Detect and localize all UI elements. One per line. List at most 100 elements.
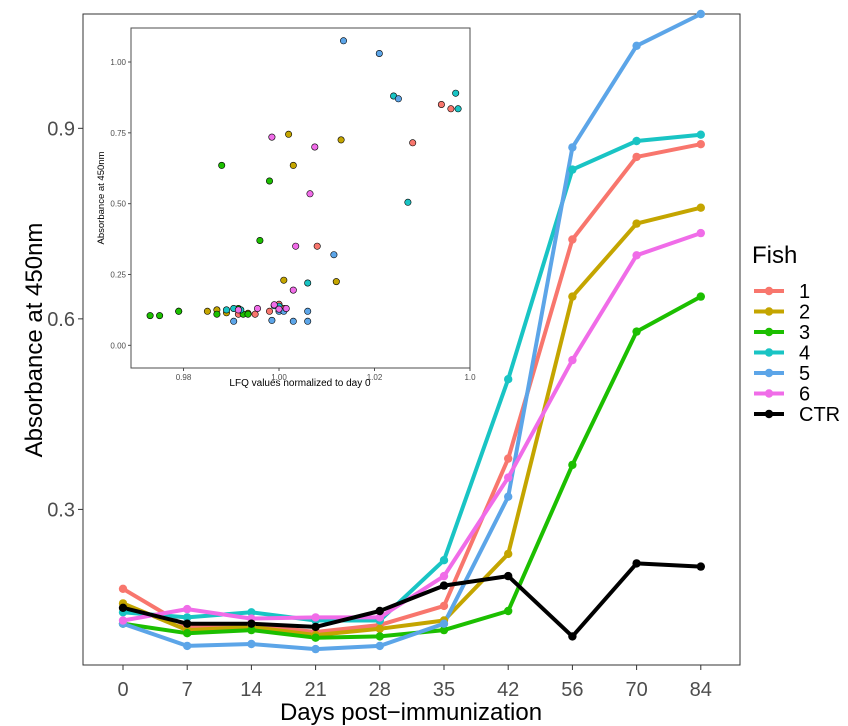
inset-point-4 bbox=[404, 198, 412, 206]
series-point-3 bbox=[247, 625, 256, 635]
series-point-5 bbox=[504, 492, 513, 501]
inset-point-2 bbox=[285, 130, 293, 138]
legend-key-point bbox=[764, 286, 774, 296]
series-point-4 bbox=[247, 608, 256, 617]
inset-point-1 bbox=[437, 101, 445, 109]
main-series-lines bbox=[121, 12, 703, 652]
series-point-ctr bbox=[311, 622, 320, 632]
main-x-tick-label: 42 bbox=[497, 679, 519, 701]
inset-point-5 bbox=[339, 37, 347, 45]
inset-point-5 bbox=[289, 317, 297, 325]
inset-y-axis-title: Absorbance at 450nm bbox=[96, 151, 107, 244]
series-point-5 bbox=[568, 143, 577, 152]
series-point-6 bbox=[118, 616, 128, 625]
series-line-1 bbox=[121, 142, 703, 634]
legend-key-point bbox=[764, 389, 774, 398]
legend-key-point bbox=[764, 327, 774, 337]
inset-point-6 bbox=[311, 143, 319, 151]
inset-point-5 bbox=[230, 317, 238, 325]
inset-point-6 bbox=[306, 190, 314, 198]
inset-point-3 bbox=[146, 312, 154, 320]
inset-y-tick-label: 0.25 bbox=[110, 271, 126, 280]
series-point-ctr bbox=[632, 559, 641, 568]
series-point-5 bbox=[311, 644, 320, 654]
series-point-3 bbox=[696, 292, 705, 301]
main-x-tick-label: 0 bbox=[117, 679, 128, 701]
main-y-axis-title: Absorbance at 450nm bbox=[21, 223, 48, 458]
main-y-tick-label: 0.9 bbox=[47, 118, 75, 140]
series-point-3 bbox=[311, 633, 320, 642]
series-point-3 bbox=[504, 606, 513, 616]
series-point-1 bbox=[439, 601, 449, 611]
inset-point-3 bbox=[265, 177, 273, 185]
inset-x-axis-title: LFQ values normalized to day 0 bbox=[229, 378, 371, 389]
series-point-1 bbox=[568, 235, 577, 244]
main-x-tick-label: 70 bbox=[625, 679, 647, 701]
series-point-6 bbox=[504, 473, 513, 482]
series-point-ctr bbox=[439, 581, 449, 590]
inset-point-5 bbox=[394, 95, 402, 103]
series-point-4 bbox=[696, 130, 705, 139]
inset-y-axis: 0.00 0.25 0.50 0.75 1.00 bbox=[110, 58, 131, 350]
main-x-tick-label: 56 bbox=[561, 679, 583, 701]
inset-point-2 bbox=[280, 276, 288, 284]
inset-point-2 bbox=[332, 278, 340, 286]
inset-point-5 bbox=[304, 317, 312, 325]
series-point-5 bbox=[183, 641, 192, 651]
series-point-4 bbox=[568, 165, 577, 174]
legend-label: 1 bbox=[799, 281, 810, 303]
inset-point-3 bbox=[244, 310, 252, 318]
series-point-4 bbox=[439, 556, 449, 565]
series-point-1 bbox=[632, 152, 641, 162]
series-point-6 bbox=[696, 228, 705, 238]
legend-label: CTR bbox=[799, 404, 840, 426]
inset-point-4 bbox=[304, 279, 312, 287]
series-point-3 bbox=[568, 460, 577, 470]
inset-point-2 bbox=[289, 161, 297, 169]
series-point-ctr bbox=[247, 619, 256, 628]
series-point-5 bbox=[632, 41, 641, 50]
main-x-tick-label: 35 bbox=[433, 679, 455, 701]
series-line-2 bbox=[121, 205, 703, 638]
inset-point-4 bbox=[454, 105, 462, 113]
main-x-tick-label: 28 bbox=[369, 679, 391, 701]
series-point-6 bbox=[632, 251, 641, 260]
series-point-ctr bbox=[375, 606, 384, 616]
series-point-2 bbox=[696, 203, 705, 212]
inset-x-tick-label: 1.0 bbox=[464, 373, 476, 382]
inset-point-1 bbox=[447, 105, 455, 113]
legend-title: Fish bbox=[752, 242, 797, 269]
inset-point-6 bbox=[282, 304, 290, 312]
series-point-2 bbox=[632, 219, 641, 228]
inset-point-5 bbox=[375, 49, 383, 57]
inset-point-1 bbox=[265, 307, 273, 315]
inset-x-tick-label: 1.00 bbox=[271, 373, 287, 382]
legend-label: 6 bbox=[799, 384, 810, 406]
series-point-6 bbox=[375, 613, 384, 622]
legend-label: 4 bbox=[799, 343, 810, 365]
inset-chart: 0.00 0.25 0.50 0.75 1.00 0.98 1.00 1.02 1.0 LFQ… bbox=[96, 27, 476, 389]
main-x-axis: 0 7 14 21 28 35 42 56 70 84 bbox=[117, 665, 712, 701]
legend-label: 5 bbox=[799, 363, 810, 385]
inset-point-6 bbox=[254, 304, 262, 312]
series-point-2 bbox=[504, 549, 513, 559]
series-point-6 bbox=[183, 604, 192, 614]
inset-y-tick-label: 1.00 bbox=[110, 58, 126, 67]
main-x-axis-title: Days post−immunization bbox=[280, 699, 542, 726]
series-point-ctr bbox=[504, 571, 513, 581]
main-y-tick-label: 0.3 bbox=[47, 499, 75, 521]
series-point-ctr bbox=[568, 632, 577, 641]
inset-point-4 bbox=[452, 89, 460, 97]
legend-label: 2 bbox=[799, 302, 810, 324]
inset-point-6 bbox=[275, 305, 283, 313]
inset-point-6 bbox=[268, 133, 276, 141]
inset-y-tick-label: 0.75 bbox=[110, 129, 126, 138]
main-x-tick-label: 21 bbox=[304, 679, 326, 701]
series-point-4 bbox=[504, 375, 513, 384]
series-point-2 bbox=[375, 624, 384, 633]
inset-y-tick-label: 0.00 bbox=[110, 341, 126, 350]
series-point-6 bbox=[311, 613, 320, 622]
inset-point-1 bbox=[313, 242, 321, 250]
